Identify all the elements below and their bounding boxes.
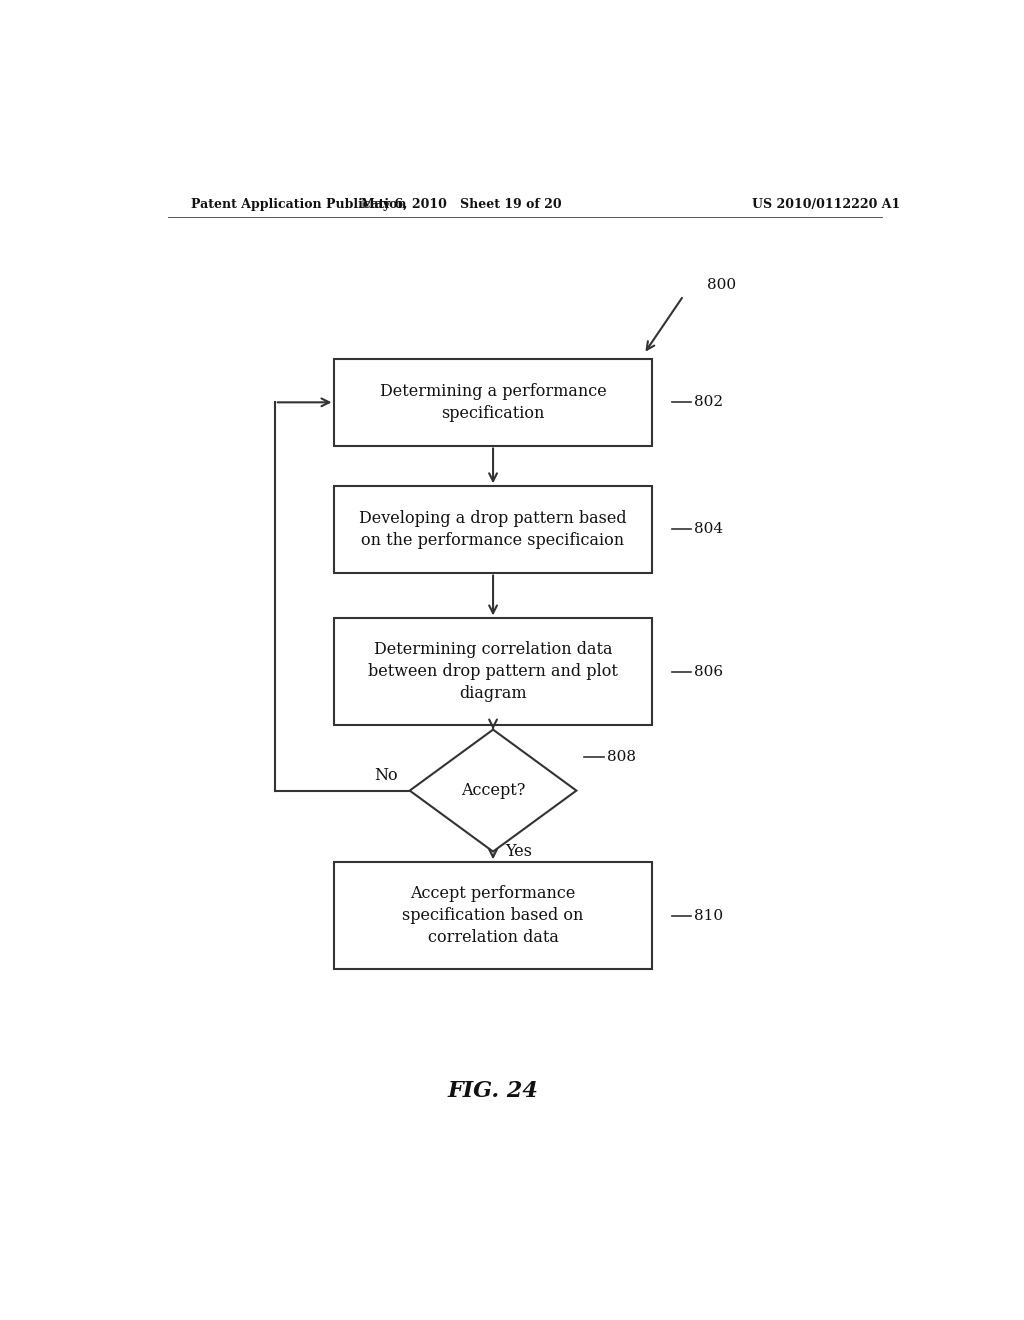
Text: Determining a performance
specification: Determining a performance specification [380, 383, 606, 422]
Text: 808: 808 [606, 750, 636, 764]
Text: 810: 810 [694, 908, 723, 923]
Text: 806: 806 [694, 665, 723, 678]
FancyBboxPatch shape [334, 862, 652, 969]
Text: No: No [374, 767, 397, 784]
FancyBboxPatch shape [334, 618, 652, 725]
Text: 804: 804 [694, 523, 723, 536]
Text: US 2010/0112220 A1: US 2010/0112220 A1 [753, 198, 900, 211]
Text: May 6, 2010   Sheet 19 of 20: May 6, 2010 Sheet 19 of 20 [361, 198, 561, 211]
Text: Accept?: Accept? [461, 783, 525, 799]
Polygon shape [410, 730, 577, 851]
Text: FIG. 24: FIG. 24 [447, 1081, 539, 1102]
Text: 802: 802 [694, 395, 723, 409]
Text: 800: 800 [708, 279, 736, 293]
Text: Yes: Yes [505, 843, 531, 861]
FancyBboxPatch shape [334, 486, 652, 573]
Text: Determining correlation data
between drop pattern and plot
diagram: Determining correlation data between dro… [368, 642, 618, 702]
Text: Accept performance
specification based on
correlation data: Accept performance specification based o… [402, 884, 584, 946]
Text: Patent Application Publication: Patent Application Publication [191, 198, 407, 211]
Text: Developing a drop pattern based
on the performance specificaion: Developing a drop pattern based on the p… [359, 510, 627, 549]
FancyBboxPatch shape [334, 359, 652, 446]
